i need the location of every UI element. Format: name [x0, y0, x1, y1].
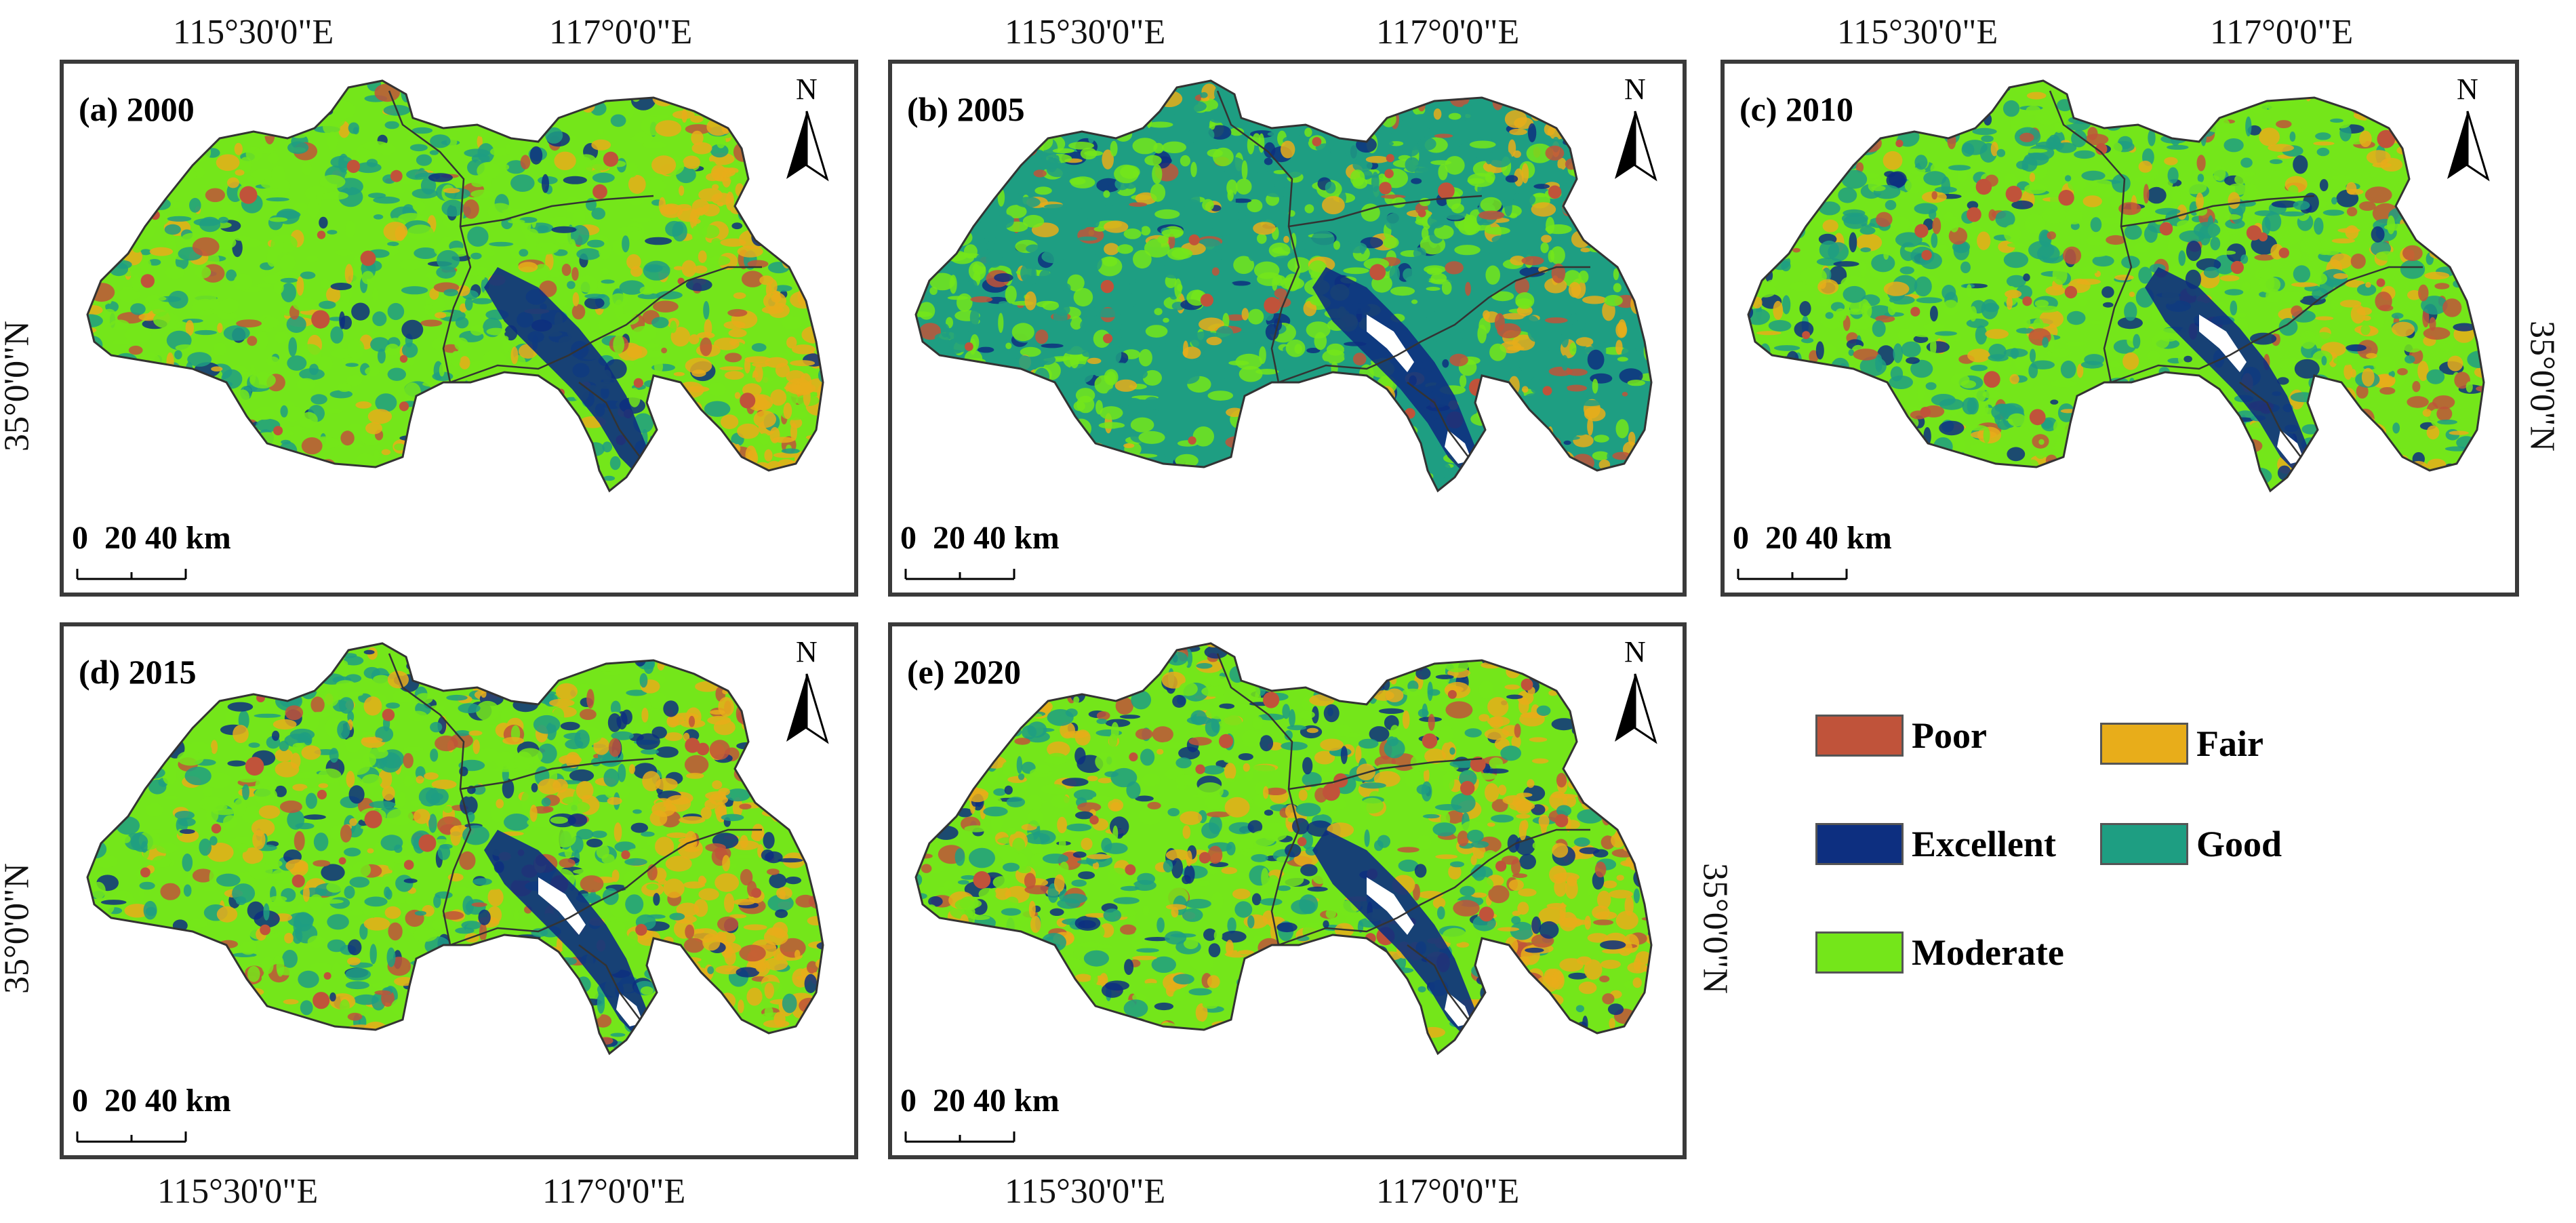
panel-title: (b) 2005	[907, 90, 1025, 128]
lon-label-bottom-e-west: 115°30'0"E	[1005, 1172, 1166, 1211]
north-arrow-icon	[1615, 673, 1657, 744]
map-svg	[76, 79, 829, 580]
region-outline	[1747, 79, 2485, 493]
legend-item-excellent: Excellent	[1815, 820, 2056, 868]
lon-label-top-b-east: 117°0'0"E	[1376, 13, 1520, 52]
legend-label-fair: Fair	[2196, 723, 2263, 764]
lon-label-top-c-west: 115°30'0"E	[1837, 13, 1998, 52]
county-boundary	[1407, 382, 1469, 458]
north-label: N	[2457, 73, 2478, 106]
north-arrow-icon	[2447, 111, 2490, 182]
panel-title: (c) 2010	[1739, 90, 1853, 128]
county-boundary	[2120, 195, 2315, 228]
map-panel-e: (e) 2020 N 0 20 40 km	[888, 622, 1687, 1159]
legend-label-excellent: Excellent	[1912, 824, 2056, 864]
north-arrow-icon	[786, 111, 829, 182]
lat-label-c: 35°0'0"N	[2522, 321, 2562, 452]
north-label: N	[1624, 73, 1646, 106]
lat-label-e: 35°0'0"N	[1695, 863, 1735, 994]
region-outline	[914, 79, 1653, 493]
north-label: N	[796, 635, 818, 668]
scale-bar	[904, 1131, 1015, 1143]
legend-label-moderate: Moderate	[1912, 932, 2064, 973]
lon-label-top-a-west: 115°30'0"E	[173, 13, 334, 52]
county-boundary	[1288, 757, 1483, 790]
region-outline	[86, 642, 824, 1056]
legend-swatch-excellent	[1815, 823, 1904, 865]
panel-title: (e) 2020	[907, 653, 1021, 691]
scale-bar-label: 0 20 40 km	[72, 520, 231, 556]
lon-label-bottom-d-east: 117°0'0"E	[542, 1172, 686, 1211]
region-outline	[86, 79, 824, 493]
map-panel-b: (b) 2005 N 0 20 40 km	[888, 60, 1687, 597]
county-boundary	[1288, 195, 1483, 228]
lon-label-bottom-d-west: 115°30'0"E	[157, 1172, 319, 1211]
lon-label-top-b-west: 115°30'0"E	[1005, 13, 1166, 52]
scale-bar	[76, 569, 187, 580]
landcover-raster	[87, 81, 823, 491]
north-label: N	[1624, 635, 1646, 668]
legend-item-fair: Fair	[2100, 720, 2263, 767]
county-boundary	[460, 757, 654, 790]
map-svg	[1737, 79, 2490, 580]
landcover-raster	[1748, 81, 2484, 491]
county-boundary	[578, 382, 641, 458]
county-boundary	[2110, 266, 2423, 384]
county-boundary	[1407, 944, 1469, 1020]
legend-item-moderate: Moderate	[1815, 929, 2064, 976]
lon-label-top-c-east: 117°0'0"E	[2210, 13, 2354, 52]
scale-bar-label: 0 20 40 km	[72, 1083, 231, 1119]
county-boundary	[1278, 828, 1590, 946]
scale-bar	[1737, 569, 1848, 580]
legend-swatch-poor	[1815, 715, 1904, 757]
region-outline	[914, 642, 1653, 1056]
map-svg	[904, 642, 1657, 1143]
county-boundary	[449, 828, 762, 946]
panel-title: (d) 2015	[79, 653, 197, 691]
legend: Poor Fair Excellent Good Moderate	[1803, 698, 2291, 1010]
north-arrow-icon	[786, 673, 829, 744]
county-boundary	[1278, 266, 1590, 384]
legend-label-poor: Poor	[1912, 715, 1987, 756]
lon-label-bottom-e-east: 117°0'0"E	[1376, 1172, 1520, 1211]
map-panel-a: (a) 2000 N 0 20 40 km	[60, 60, 858, 597]
legend-label-good: Good	[2196, 824, 2282, 864]
legend-item-poor: Poor	[1815, 712, 1987, 759]
county-boundary	[460, 195, 654, 228]
scale-bar	[904, 569, 1015, 580]
scale-bar-label: 0 20 40 km	[900, 520, 1060, 556]
landcover-raster	[87, 643, 823, 1054]
north-label: N	[796, 73, 818, 106]
legend-swatch-moderate	[1815, 931, 1904, 974]
county-boundary	[2239, 382, 2301, 458]
county-boundary	[578, 944, 641, 1020]
legend-swatch-good	[2100, 823, 2188, 865]
map-svg	[904, 79, 1657, 580]
landcover-raster	[916, 643, 1651, 1054]
lat-label-d: 35°0'0"N	[0, 863, 37, 994]
legend-item-good: Good	[2100, 820, 2282, 868]
lat-label-a: 35°0'0"N	[0, 321, 37, 452]
scale-bar-label: 0 20 40 km	[900, 1083, 1060, 1119]
map-svg	[76, 642, 829, 1143]
legend-swatch-fair	[2100, 723, 2188, 765]
north-arrow-icon	[1615, 111, 1657, 182]
panel-title: (a) 2000	[79, 90, 195, 128]
scale-bar	[76, 1131, 187, 1143]
county-boundary	[449, 266, 762, 384]
landcover-raster	[916, 81, 1651, 491]
map-panel-d: (d) 2015 N 0 20 40 km	[60, 622, 858, 1159]
map-panel-c: (c) 2010 N 0 20 40 km	[1720, 60, 2519, 597]
scale-bar-label: 0 20 40 km	[1733, 520, 1892, 556]
lon-label-top-a-east: 117°0'0"E	[549, 13, 693, 52]
